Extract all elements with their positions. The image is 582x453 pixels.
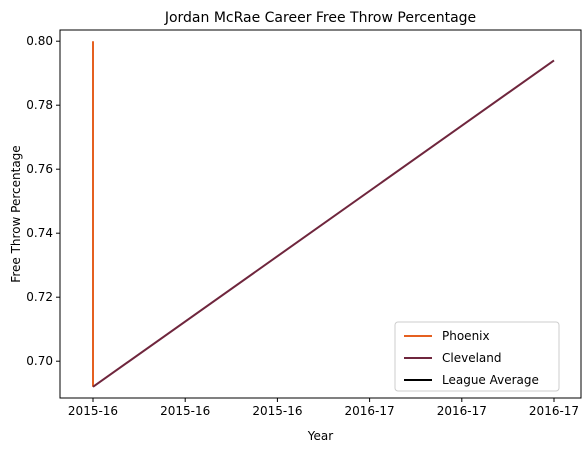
y-tick-label: 0.74: [26, 226, 53, 240]
legend-label-cleveland: Cleveland: [442, 351, 502, 365]
legend-label-phoenix: Phoenix: [442, 329, 490, 343]
x-tick-label: 2015-16: [160, 404, 210, 418]
chart-title: Jordan McRae Career Free Throw Percentag…: [164, 10, 476, 26]
x-tick-label: 2015-16: [252, 404, 302, 418]
x-tick-label: 2016-17: [529, 404, 579, 418]
y-tick-label: 0.72: [26, 290, 53, 304]
y-tick-label: 0.76: [26, 162, 53, 176]
legend-label-league-average: League Average: [442, 373, 539, 387]
y-axis: 0.70 0.72 0.74 0.76 0.78 0.80: [26, 34, 60, 368]
x-tick-label: 2015-16: [68, 404, 118, 418]
legend-box: [394, 321, 560, 392]
x-axis-label: Year: [307, 429, 333, 443]
series-line-cleveland: [92, 59, 555, 388]
x-tick-label: 2016-17: [437, 404, 487, 418]
y-tick-label: 0.80: [26, 34, 53, 48]
series-group: [92, 41, 555, 388]
y-tick-label: 0.78: [26, 98, 53, 112]
x-tick-label: 2016-17: [345, 404, 395, 418]
y-axis-label: Free Throw Percentage: [9, 145, 23, 282]
legend: Phoenix Cleveland League Average: [394, 321, 560, 392]
x-axis: 2015-16 2015-16 2015-16 2016-17 2016-17 2016-…: [68, 398, 579, 418]
plot-area: [59, 29, 582, 399]
plot-border: [59, 29, 582, 399]
y-tick-label: 0.70: [26, 354, 53, 368]
